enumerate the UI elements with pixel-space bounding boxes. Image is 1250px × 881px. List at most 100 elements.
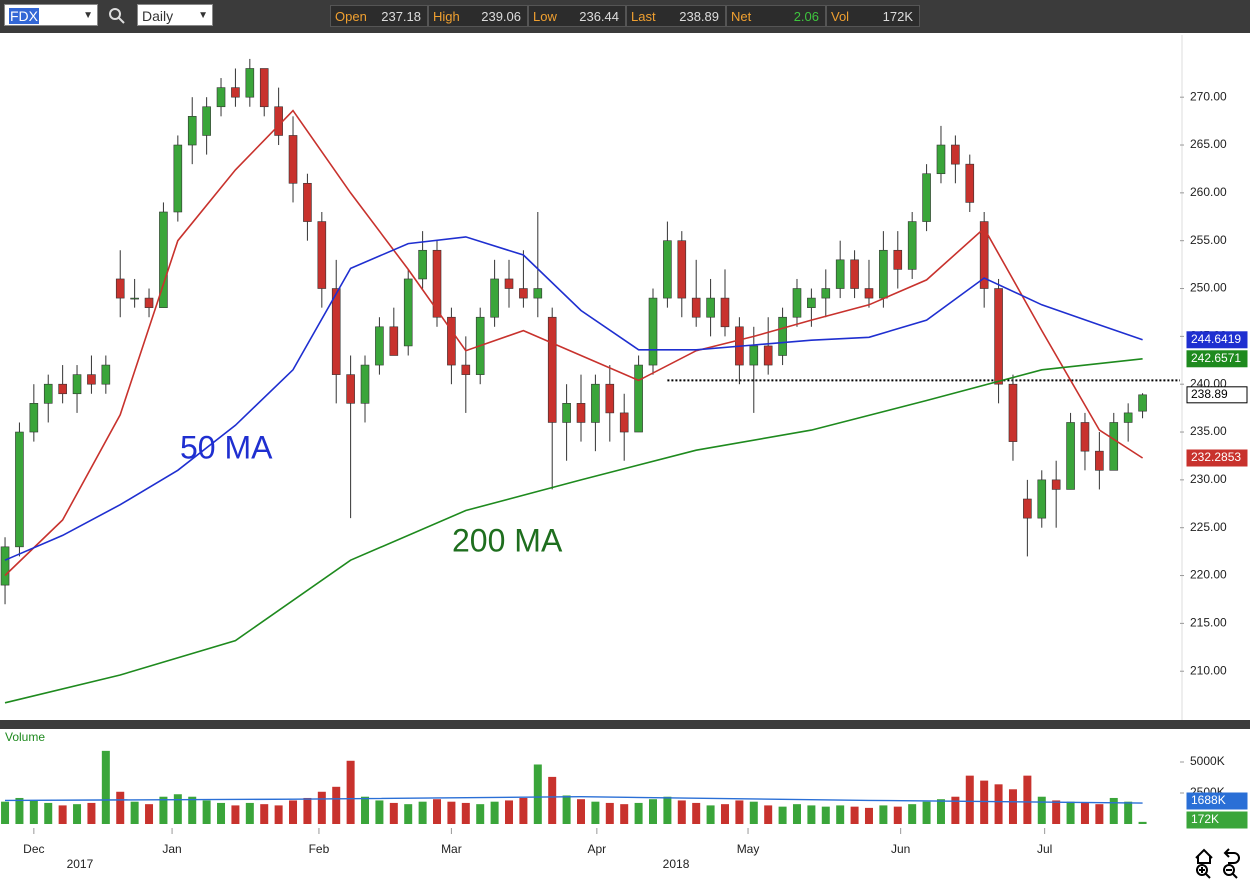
quote-label: Last xyxy=(631,9,656,24)
candle-body xyxy=(490,278,499,318)
quote-value: 239.06 xyxy=(481,9,521,24)
volume-bar xyxy=(375,800,384,824)
candle-body xyxy=(29,403,39,433)
volume-bar xyxy=(447,801,456,824)
candle-body xyxy=(418,249,427,280)
candle-body xyxy=(821,288,831,299)
volume-bar xyxy=(836,805,845,824)
y-tick-label: 225.00 xyxy=(1190,520,1227,534)
candle-body xyxy=(1051,479,1061,490)
quote-value: 236.44 xyxy=(579,9,619,24)
undo-icon[interactable] xyxy=(1223,848,1240,864)
volume-bar xyxy=(332,786,341,824)
candle-body xyxy=(547,316,557,423)
quote-label: Low xyxy=(533,9,557,24)
quote-value: 237.18 xyxy=(381,9,421,24)
volume-bar xyxy=(893,806,902,824)
candle-body xyxy=(519,288,528,299)
candle-body xyxy=(15,431,24,548)
candle-body xyxy=(562,403,571,423)
interval-select[interactable]: Daily ▼ xyxy=(137,4,213,26)
moving-average xyxy=(4,109,1144,577)
volume-bar xyxy=(1,801,10,824)
candle-body xyxy=(879,249,888,299)
candle-body xyxy=(922,173,931,222)
volume-bar xyxy=(864,807,873,824)
quote-cell: Last 238.89 xyxy=(626,5,726,27)
y-tick-label: 260.00 xyxy=(1190,185,1227,199)
candle-body xyxy=(403,278,413,347)
candle-body xyxy=(346,374,355,404)
candle-body xyxy=(288,135,298,184)
year-label: 2017 xyxy=(67,857,94,871)
toolbar: FDX ▼ Daily ▼ Open 237.18 High 239.06 Low 236.4… xyxy=(0,0,1250,33)
volume-bar xyxy=(217,802,226,824)
price-tag-label: 238.89 xyxy=(1191,387,1228,401)
y-tick-label: 255.00 xyxy=(1190,233,1227,247)
candle-body xyxy=(259,68,269,108)
quote-value: 172K xyxy=(882,9,913,24)
candle-body xyxy=(691,297,701,318)
volume-bar xyxy=(29,800,38,824)
candle-body xyxy=(375,326,384,366)
candle-body xyxy=(461,364,471,375)
volume-bar xyxy=(1023,775,1032,824)
y-tick-label: 5000K xyxy=(1190,754,1225,768)
symbol-input[interactable]: FDX ▼ xyxy=(4,4,98,26)
volume-bar xyxy=(476,804,485,824)
candle-body xyxy=(115,278,125,299)
volume-bar xyxy=(936,799,945,824)
candle-body xyxy=(389,326,399,356)
volume-bar xyxy=(1138,821,1147,824)
x-tick-label: Feb xyxy=(309,842,330,856)
zoom-in-icon[interactable] xyxy=(1196,864,1208,876)
candle-body xyxy=(778,316,787,356)
candle-body xyxy=(807,297,816,308)
candle-body xyxy=(1080,422,1090,452)
volume-bar xyxy=(260,804,269,824)
home-icon[interactable] xyxy=(1195,848,1213,864)
volume-bar xyxy=(1109,797,1118,824)
volume-bar xyxy=(620,804,629,824)
candle-body xyxy=(1066,422,1075,490)
y-tick-label: 250.00 xyxy=(1190,281,1227,295)
candle-body xyxy=(864,288,874,299)
volume-bar xyxy=(648,799,657,824)
candle-body xyxy=(979,221,989,289)
candle-body xyxy=(763,345,773,366)
volume-bar xyxy=(778,806,787,824)
candle-body xyxy=(1095,450,1104,471)
volume-bar xyxy=(663,796,672,824)
candle-body xyxy=(144,297,154,308)
search-icon[interactable] xyxy=(107,6,127,26)
volume-bar xyxy=(15,797,24,824)
volume-bar xyxy=(807,805,816,824)
volume-bar xyxy=(692,802,701,824)
volume-bar xyxy=(116,791,125,824)
y-tick-label: 230.00 xyxy=(1190,472,1227,486)
volume-bar xyxy=(519,797,528,824)
candle-body xyxy=(173,144,183,213)
zoom-out-icon[interactable] xyxy=(1223,864,1235,876)
price-tag xyxy=(1186,811,1248,829)
volume-bar xyxy=(634,802,643,824)
price-tag-label: 232.2853 xyxy=(1191,450,1241,464)
volume-bar xyxy=(361,796,370,824)
candle-body xyxy=(835,259,845,289)
interval: Daily xyxy=(142,8,174,24)
price-tag-label: 244.6419 xyxy=(1191,332,1241,346)
y-tick-label: 265.00 xyxy=(1190,137,1227,151)
candle-body xyxy=(58,383,67,395)
volume-bar xyxy=(130,801,139,824)
volume-bar xyxy=(1037,796,1046,824)
volume-bar xyxy=(1080,802,1089,824)
candle-body xyxy=(576,403,586,423)
x-tick-label: Jun xyxy=(891,842,910,856)
x-tick-label: Jul xyxy=(1037,842,1052,856)
volume-bar xyxy=(346,760,355,824)
symbol: FDX xyxy=(9,8,39,24)
volume-bar xyxy=(677,800,686,824)
candle-body xyxy=(936,144,946,175)
candle-body xyxy=(1138,394,1147,412)
